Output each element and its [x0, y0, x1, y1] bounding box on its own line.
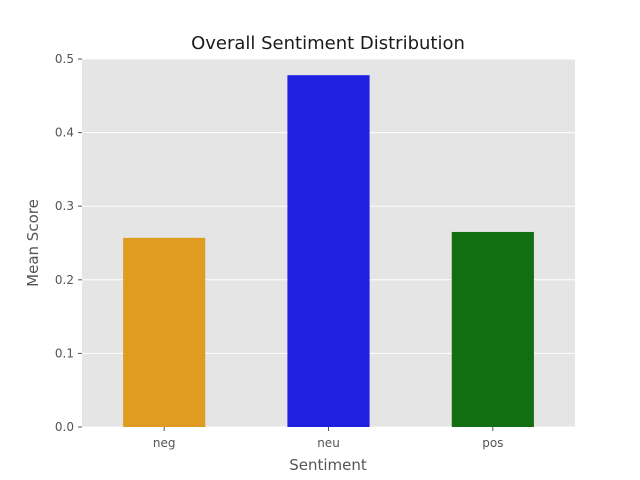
y-tick-label: 0.4 — [55, 126, 74, 140]
bar-neu — [287, 75, 370, 427]
y-axis-label: Mean Score — [24, 199, 42, 287]
bars — [123, 75, 534, 427]
bar-neg — [123, 237, 206, 427]
y-tick-label: 0.5 — [55, 52, 74, 66]
x-tick-label: neg — [153, 436, 176, 450]
y-tick-label: 0.3 — [55, 199, 74, 213]
bar-pos — [451, 231, 534, 427]
x-tick-label: pos — [482, 436, 503, 450]
chart-title: Overall Sentiment Distribution — [191, 33, 465, 54]
y-tick-label: 0.0 — [55, 420, 74, 434]
x-axis-label: Sentiment — [289, 456, 367, 474]
y-tick-label: 0.2 — [55, 273, 74, 287]
x-tick-label: neu — [317, 436, 340, 450]
y-tick-label: 0.1 — [55, 346, 74, 360]
y-axis-ticks: 0.0 0.1 0.2 0.3 0.4 0.5 — [55, 52, 82, 434]
x-axis-ticks: neg neu pos — [153, 427, 503, 450]
